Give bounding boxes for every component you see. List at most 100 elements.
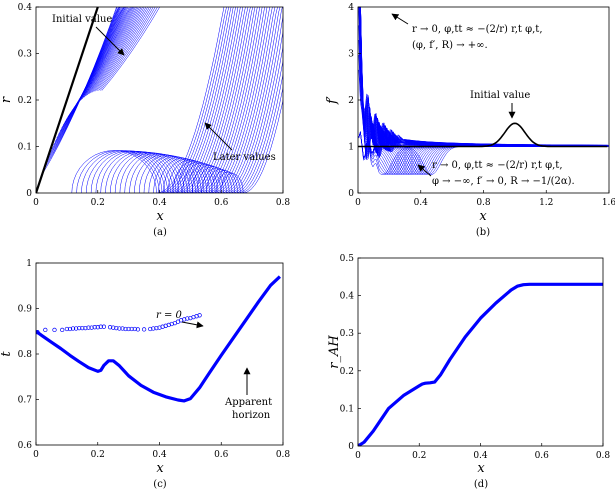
panel-a-later-curve bbox=[78, 7, 136, 103]
panel-c-arrow-r0 bbox=[181, 321, 204, 329]
panel-c-r0-point bbox=[80, 325, 85, 331]
panel-a-later-curve bbox=[201, 45, 283, 193]
panel-b-later-curve bbox=[358, 7, 609, 154]
panel-c-r0-point bbox=[70, 326, 76, 331]
panel-a-later-curve bbox=[72, 7, 133, 110]
panel-a-later-curve bbox=[81, 7, 230, 193]
panel-b-later-curve bbox=[358, 7, 609, 151]
panel-d-ylabel: r_AH bbox=[327, 335, 342, 369]
panel-c-caption: (c) bbox=[153, 479, 167, 490]
panel-c-r0-point bbox=[92, 325, 97, 330]
panel-a-ytick-label: 0.3 bbox=[18, 50, 33, 60]
panel-c-r0-point bbox=[141, 327, 147, 332]
panel-d-ytick-label: 0.5 bbox=[340, 254, 355, 264]
panel-c-curves bbox=[36, 275, 281, 403]
panel-c-r0-point bbox=[86, 325, 91, 330]
panel-b-arrow-top bbox=[391, 13, 409, 25]
panel-b-curves bbox=[358, 7, 609, 175]
panel-c-xtick-label: 0.4 bbox=[152, 450, 167, 460]
panel-c-ticks: 0 0.2 0.4 0.6 0.8 0.6 0.7 0.8 0.9 1 bbox=[18, 259, 291, 460]
panel-a-later-curve bbox=[100, 7, 239, 193]
panel-c-xtick-label: 0.2 bbox=[91, 450, 105, 460]
panel-a-later-curve bbox=[206, 59, 283, 193]
panel-a-xtick-label: 0.8 bbox=[276, 198, 291, 208]
panel-b-later-curve bbox=[360, 7, 609, 146]
panel-a-annotation-initial: Initial value bbox=[52, 14, 112, 25]
panel-c-r0-point bbox=[194, 314, 199, 319]
panel-b-later-curve bbox=[359, 7, 609, 148]
panel-c-ylabel: t bbox=[0, 351, 14, 357]
panel-a-later-curve bbox=[167, 7, 273, 193]
panel-d-caption: (d) bbox=[474, 479, 488, 490]
panel-a-later-curve bbox=[77, 7, 135, 104]
panel-b-later-curve bbox=[360, 7, 609, 146]
panel-b-arrow-bottom bbox=[417, 164, 432, 177]
panel-b-xtick-label: 0.4 bbox=[414, 198, 429, 208]
panel-a-later-curve bbox=[110, 7, 244, 193]
panel-c: 0 0.2 0.4 0.6 0.8 0.6 0.7 0.8 0.9 1 x t (c) r = 0… bbox=[0, 259, 290, 490]
panel-b-later-curve bbox=[359, 7, 609, 149]
panel-b-caption: (b) bbox=[476, 227, 490, 238]
panel-a-later-curve bbox=[138, 7, 258, 193]
panel-a-later-curve bbox=[83, 7, 140, 98]
panel-a-curves bbox=[36, 7, 283, 193]
panel-b-ytick-label: 1 bbox=[348, 143, 354, 153]
panel-c-r0-point bbox=[151, 326, 156, 331]
panel-c-r0-point bbox=[95, 325, 100, 330]
panel-a-later-curve bbox=[187, 7, 283, 193]
panel-a-later-curve bbox=[172, 7, 276, 193]
panel-c-r0-point bbox=[126, 326, 131, 332]
panel-a-later-curve bbox=[75, 7, 135, 106]
panel-a-later-curve bbox=[114, 7, 246, 193]
panel-a-later-curve bbox=[90, 7, 234, 193]
panel-b-later-curve bbox=[358, 7, 609, 151]
panel-a-later-curve bbox=[153, 7, 265, 193]
panel-a-later-curve bbox=[105, 7, 241, 193]
panel-c-r0-point bbox=[132, 326, 137, 332]
panel-a-later-curve bbox=[220, 98, 283, 193]
panel-a-later-curve bbox=[88, 7, 145, 95]
panel-a-later-curve bbox=[95, 7, 236, 193]
panel-c-r0-point bbox=[64, 326, 70, 332]
panel-b-xlabel: x bbox=[479, 209, 487, 224]
panel-a-later-curve bbox=[90, 7, 147, 94]
panel-a-later-curve bbox=[64, 7, 127, 123]
panel-a-xtick-label: 0 bbox=[33, 198, 39, 208]
panel-a-later-curve bbox=[74, 7, 134, 108]
panel-c-r0-point bbox=[111, 325, 116, 330]
panel-c-r0-point bbox=[148, 326, 153, 332]
panel-b: 0 0.4 0.8 1.2 1.6 0 1 2 3 4 x f′ (b) r → 0, φ,tt … bbox=[325, 3, 615, 238]
panel-c-r0-point bbox=[197, 313, 202, 318]
panel-b-later-curve bbox=[360, 7, 609, 147]
panel-c-r0-point bbox=[117, 326, 122, 331]
panel-b-later-curve bbox=[359, 7, 609, 148]
panel-a-later-curve bbox=[91, 7, 148, 93]
panel-c-r0-point bbox=[107, 325, 113, 330]
panel-b-annotation-bottom-1: r → 0, φ,tt ≈ −(2/r) r,t φ,t, bbox=[432, 160, 563, 171]
panel-c-r0-point bbox=[154, 325, 159, 331]
panel-a-later-curve bbox=[100, 7, 158, 91]
panel-a-later-curve bbox=[129, 7, 254, 193]
panel-b-ytick-label: 0 bbox=[348, 189, 354, 199]
panel-c-r0-point bbox=[89, 325, 94, 330]
panel-a-later-curve bbox=[119, 7, 249, 193]
panel-c-r0-point bbox=[43, 327, 48, 333]
panel-a-later-curve bbox=[162, 7, 270, 193]
panel-d: 0 0.2 0.4 0.6 0.8 0 0.1 0.2 0.3 0.4 0.5 x r_AH (d) bbox=[327, 254, 610, 490]
panel-a-later-curve bbox=[82, 7, 139, 99]
panel-d-ticks: 0 0.2 0.4 0.6 0.8 0 0.1 0.2 0.3 0.4 0.5 bbox=[340, 254, 611, 461]
panel-a-later-curve bbox=[101, 7, 160, 91]
panel-c-r0-point bbox=[60, 327, 65, 333]
panel-b-later-curve bbox=[359, 7, 609, 149]
panel-b-initial-curve bbox=[358, 122, 608, 148]
panel-b-later-curve bbox=[360, 7, 609, 147]
panel-b-annotation-top-1: r → 0, φ,tt ≈ −(2/r) r,t φ,t, bbox=[412, 24, 543, 35]
panel-c-xtick-label: 0.8 bbox=[276, 450, 291, 460]
panel-a-later-curve bbox=[62, 7, 126, 126]
panel-c-r0-point bbox=[67, 326, 73, 332]
panel-a: 0 0.2 0.4 0.6 0.8 0 0.1 0.2 0.3 0.4 x r (a) Initi… bbox=[0, 3, 291, 238]
panel-a-later-curve bbox=[93, 7, 150, 92]
panel-d-ytick-label: 0.4 bbox=[340, 292, 355, 302]
panel-b-later-curve bbox=[358, 7, 609, 153]
